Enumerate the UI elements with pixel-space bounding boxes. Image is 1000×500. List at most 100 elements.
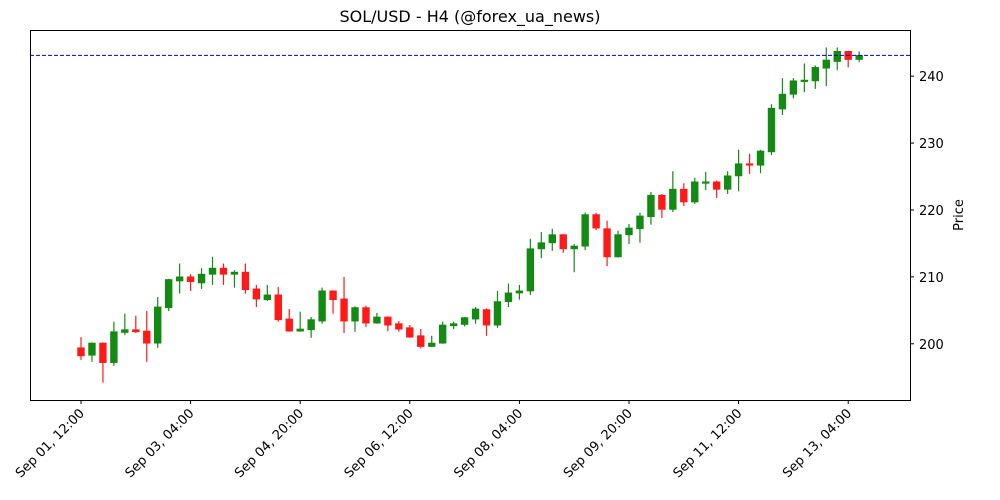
candle-body xyxy=(373,316,381,324)
candle xyxy=(734,149,743,192)
candle-body xyxy=(384,316,392,326)
candle-body xyxy=(756,150,765,166)
candle xyxy=(164,278,173,312)
x-tick-label: Sep 04, 20:00 xyxy=(232,406,307,481)
candle xyxy=(471,306,480,324)
candle xyxy=(384,316,392,332)
candle-body xyxy=(778,93,787,110)
candle xyxy=(88,342,96,362)
candle xyxy=(614,230,622,258)
candle-body xyxy=(592,214,600,229)
candle xyxy=(110,321,118,366)
candle-body xyxy=(417,335,425,347)
candle xyxy=(702,171,710,190)
candle xyxy=(745,153,754,174)
candle-body xyxy=(493,301,502,326)
candle xyxy=(493,290,502,328)
candle xyxy=(362,305,370,328)
candle xyxy=(515,284,524,300)
candle xyxy=(647,191,655,225)
candle-body xyxy=(559,234,567,250)
candle xyxy=(548,228,556,251)
candle xyxy=(691,177,699,204)
y-tick-label: 200 xyxy=(919,338,944,353)
candle xyxy=(219,263,228,285)
candle-body xyxy=(438,324,447,344)
candle-body xyxy=(745,163,754,166)
y-tick-label: 220 xyxy=(919,204,944,219)
candle-body xyxy=(581,214,589,247)
candle xyxy=(625,224,633,245)
candle xyxy=(680,183,688,206)
candle xyxy=(789,78,798,99)
candle xyxy=(132,315,140,334)
y-tick-label: 240 xyxy=(919,70,944,85)
candle-body xyxy=(362,307,370,324)
candle-body xyxy=(208,267,217,275)
candle xyxy=(767,104,776,156)
x-tick-label: Sep 09, 20:00 xyxy=(561,406,636,481)
candle-body xyxy=(449,323,458,327)
candle xyxy=(252,284,261,307)
candle xyxy=(855,51,863,63)
candle-body xyxy=(811,67,820,82)
candle xyxy=(197,268,206,289)
candle-body xyxy=(197,273,206,284)
candle-body xyxy=(175,276,184,282)
candle xyxy=(143,311,151,362)
candle-body xyxy=(537,242,546,250)
candle xyxy=(537,232,546,259)
y-axis: 200 210 220 230 240 xyxy=(910,70,944,353)
plot-frame xyxy=(30,30,911,401)
chart-title: SOL/USD - H4 (@forex_ua_news) xyxy=(340,7,601,27)
candle-body xyxy=(351,307,359,322)
candle xyxy=(581,212,589,251)
candle-body xyxy=(712,181,721,190)
candle xyxy=(373,313,381,324)
candle-body xyxy=(691,181,699,203)
candle xyxy=(417,329,425,349)
x-tick-label: Sep 06, 12:00 xyxy=(342,406,417,481)
candle xyxy=(175,263,184,294)
candle xyxy=(844,50,852,68)
candle-body xyxy=(800,79,809,82)
candle xyxy=(570,244,578,273)
candle xyxy=(460,317,469,327)
candle-body xyxy=(833,51,841,62)
candle xyxy=(822,47,830,87)
candle-body xyxy=(329,290,337,301)
candle xyxy=(636,212,644,243)
candle-body xyxy=(252,288,261,300)
candle-body xyxy=(274,294,282,321)
candle xyxy=(77,337,85,360)
y-axis-label: Price xyxy=(952,199,967,231)
candle-body xyxy=(734,163,743,177)
candle-body xyxy=(143,330,151,344)
candle-body xyxy=(625,227,633,236)
candle xyxy=(811,65,820,89)
candle xyxy=(428,335,436,348)
candle-body xyxy=(669,188,677,210)
candle-body xyxy=(296,328,304,332)
candle-body xyxy=(789,80,798,95)
candle-body xyxy=(219,267,228,275)
candle xyxy=(406,325,414,338)
x-tick-label: Sep 01, 12:00 xyxy=(13,406,88,481)
candle-body xyxy=(318,290,326,322)
candle-body xyxy=(636,215,644,230)
candle-body xyxy=(395,323,403,330)
candle xyxy=(307,317,315,338)
candle xyxy=(712,180,721,198)
x-tick-label: Sep 08, 04:00 xyxy=(451,406,526,481)
candle-body xyxy=(110,331,118,363)
candle-body xyxy=(504,292,513,303)
candle-body xyxy=(526,248,535,292)
candle-body xyxy=(460,317,469,325)
candle xyxy=(526,238,535,295)
candle xyxy=(723,171,732,194)
candle xyxy=(318,287,326,324)
candle xyxy=(756,149,765,174)
candle xyxy=(186,274,195,291)
candle xyxy=(504,283,513,307)
